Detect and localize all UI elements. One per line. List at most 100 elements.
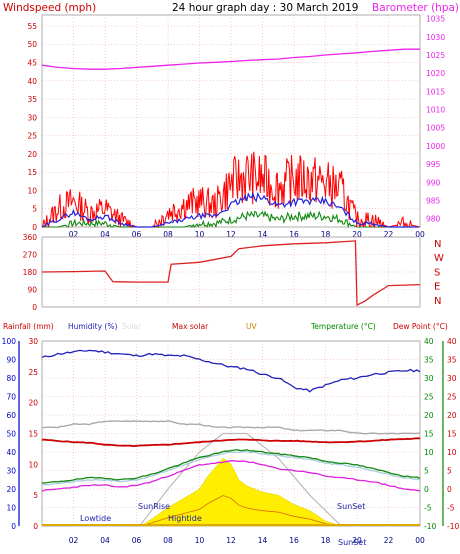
time-axis: 02 04 06 08 10 12 14 16 18 20 22 00 [69, 230, 425, 239]
temperature-tick: 30 [424, 374, 434, 383]
windspeed-tick: 15 [27, 168, 37, 177]
humidity-tick: 30 [6, 467, 16, 476]
compass-label: N [434, 296, 441, 307]
windspeed-tick: 25 [27, 132, 37, 141]
rainfall-tick: 25 [28, 368, 38, 377]
dew-point-tick: -5 [447, 504, 455, 513]
humidity-line [41, 349, 421, 393]
windspeed-tick: 0 [32, 223, 37, 232]
humidity-tick: 10 [6, 504, 16, 513]
direction-tick: 270 [23, 251, 38, 260]
humidity-tick: 50 [6, 430, 16, 439]
temperature-tick: 40 [424, 337, 434, 346]
time-tick: 08 [163, 230, 173, 239]
time-axis: 02 04 06 08 10 12 14 16 18 20 22 00 [69, 536, 425, 545]
windspeed-tick: 20 [27, 150, 37, 159]
windspeed-tick: 55 [27, 22, 37, 31]
barometer-title: Barometer (hpa) [372, 2, 459, 14]
humidity-tick: 100 [2, 337, 17, 346]
dew-point-tick: 10 [447, 448, 457, 457]
barometer-tick: 995 [426, 160, 441, 169]
lowtide-label: Lowtide [80, 514, 111, 523]
windspeed-tick: 10 [27, 186, 37, 195]
direction-axis: 0 90 180 270 360 [23, 233, 38, 312]
windspeed-title: Windspeed (mph) [3, 2, 96, 14]
time-tick: 10 [195, 230, 205, 239]
time-tick: 06 [132, 230, 142, 239]
time-tick: 18 [321, 230, 331, 239]
time-tick: 08 [163, 536, 173, 545]
time-tick: 20 [352, 536, 362, 545]
temperature-series [41, 349, 421, 527]
uv-line [141, 495, 342, 527]
time-tick: 00 [415, 536, 425, 545]
max-solar-line [139, 432, 342, 527]
humidity-tick: 60 [6, 411, 16, 420]
direction-tick: 360 [23, 233, 38, 242]
time-tick: 12 [226, 230, 236, 239]
time-tick: 16 [289, 536, 299, 545]
time-tick: 22 [384, 536, 394, 545]
direction-tick: 0 [32, 303, 37, 312]
rainfall-title: Rainfall (mm) [3, 322, 54, 331]
barometer-tick: 1010 [426, 106, 445, 115]
windspeed-tick: 50 [27, 40, 37, 49]
compass-label: S [434, 267, 440, 278]
uv-title: UV [246, 322, 257, 331]
humidity-tick: 80 [6, 374, 16, 383]
time-tick: 04 [100, 230, 110, 239]
humidity-title: Humidity (%) [68, 322, 117, 331]
barometer-tick: 1000 [426, 142, 445, 151]
compass-label: N [434, 239, 441, 250]
rainfall-tick: 15 [28, 430, 38, 439]
time-tick: 18 [321, 536, 331, 545]
dew-point-tick: 40 [447, 337, 457, 346]
dew-point-tick: 5 [447, 467, 452, 476]
temperature-panel: 0102030405060708090100051015202530-10-50… [2, 337, 460, 547]
sunset-label: SunSet [337, 502, 365, 511]
max-solar-title: Max solar [172, 322, 209, 331]
humidity-tick: 0 [11, 522, 16, 531]
temperature-line [41, 449, 421, 484]
temperature-tick: 10 [424, 448, 434, 457]
time-tick: 02 [69, 536, 79, 545]
time-tick: 04 [100, 536, 110, 545]
solar-title: Solar [122, 322, 142, 331]
temperature-tick: -10 [424, 522, 436, 531]
time-tick: 00 [415, 230, 425, 239]
temperature-tick: 5 [424, 467, 429, 476]
annotations: Lowtide Hightide SunRise SunSet SunSet [42, 502, 420, 547]
time-tick: 22 [384, 230, 394, 239]
windspeed-tick: 45 [27, 59, 37, 68]
graph-title: 24 hour graph day : 30 March 2019 [172, 2, 358, 14]
temperature-tick: 0 [424, 485, 429, 494]
humidity-tick: 90 [6, 356, 16, 365]
wind-average-line [41, 191, 419, 228]
humidity-tick: 70 [6, 393, 16, 402]
temperature-axes: 0102030405060708090100051015202530-10-50… [2, 337, 460, 531]
temperature-tick: -5 [424, 504, 432, 513]
time-tick: 16 [289, 230, 299, 239]
sunrise-label: SunRise [138, 502, 170, 511]
barometer-tick: 980 [426, 215, 441, 224]
dew-point-line [41, 460, 421, 492]
time-tick: 14 [258, 536, 268, 545]
baseline-grey-line [41, 420, 421, 435]
temperature-title: Temperature (°C) [310, 322, 376, 331]
rainfall-tick: 30 [28, 337, 38, 346]
direction-tick: 180 [23, 268, 38, 277]
panel-grid [42, 340, 421, 527]
rainfall-tick: 20 [28, 399, 38, 408]
rainfall-tick: 10 [28, 460, 38, 469]
barometer-tick: 1035 [426, 15, 445, 24]
rainfall-tick: 5 [33, 491, 38, 500]
temperature-tick: 35 [424, 356, 434, 365]
time-tick: 12 [226, 536, 236, 545]
time-tick: 14 [258, 230, 268, 239]
compass-label: W [434, 253, 444, 264]
direction-series [41, 240, 421, 307]
barometer-axis: 980 985 990 995 1000 1005 1010 1015 1020 1025 1030… [426, 15, 445, 224]
